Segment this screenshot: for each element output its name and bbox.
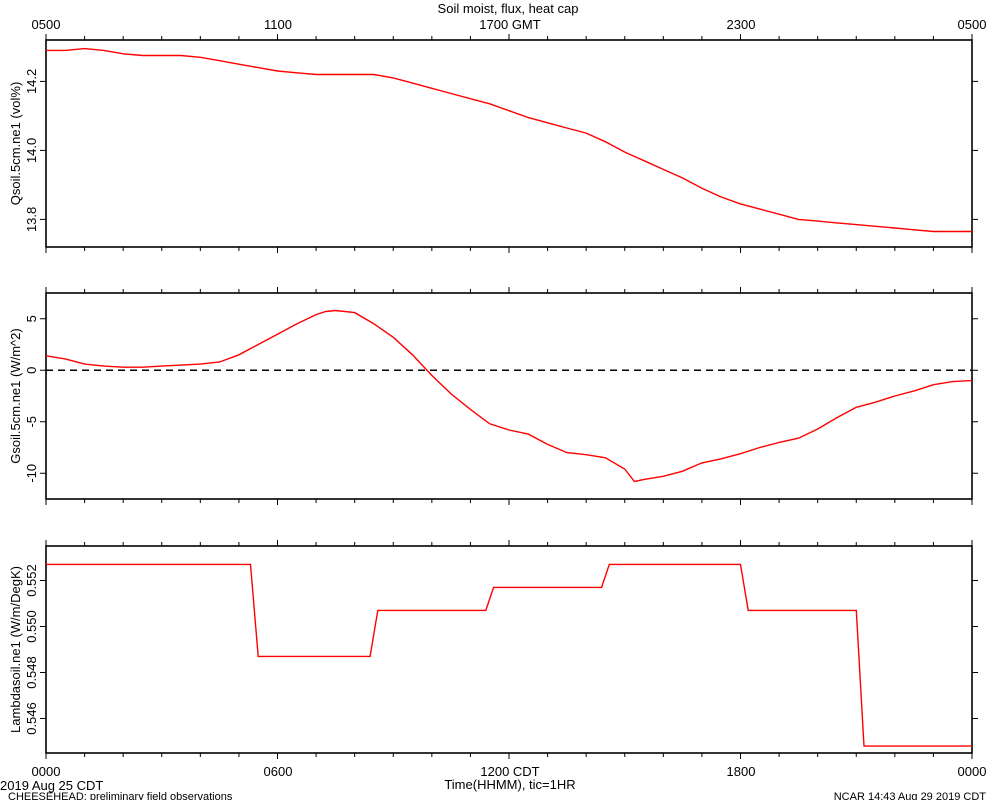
bottom-tick-label-3: 1800	[727, 764, 756, 779]
lambda-soil-y-axis-label: Lambdasoil.ne1 (W/m/DegK)	[8, 566, 23, 733]
project-label: CHEESEHEAD: preliminary field observatio…	[8, 791, 233, 800]
soil-heat-flux-series-line-0	[45, 309, 973, 483]
soil-heat-flux-y-tick-label-0: -10	[24, 464, 39, 483]
soil-heat-flux-y-axis-label: Gsoil.5cm.ne1 (W/m^2)	[8, 328, 23, 463]
top-tick-label-4: 0500	[958, 17, 987, 32]
soil-heat-flux-y-tick-label-3: 5	[24, 315, 39, 322]
lambda-soil-y-tick-label-1: 0.548	[24, 656, 39, 689]
soil-moisture-y-tick-label-1: 14.0	[24, 138, 39, 163]
bottom-tick-label-2: 1200 CDT	[480, 764, 539, 779]
top-tick-label-2: 1700 GMT	[479, 17, 540, 32]
bottom-time-axis: 0000 0600 1200 CDT 1800 0000 2019 Aug 25…	[0, 764, 986, 800]
lambda-soil-y-tick-label-2: 0.550	[24, 610, 39, 643]
x-axis-label: Time(HHMM), tic=1HR	[444, 777, 575, 792]
top-tick-label-0: 0500	[32, 17, 61, 32]
top-tick-label-3: 2300	[727, 17, 756, 32]
soil-moisture-plot-frame	[45, 39, 973, 248]
soil-moisture-y-axis-label: Qsoil.5cm.ne1 (vol%)	[8, 82, 23, 206]
top-tick-label-1: 1100	[264, 17, 292, 32]
timestamp-label: NCAR 14:43 Aug 29 2019 CDT	[834, 791, 987, 800]
soil-moisture-series-line-0	[46, 47, 972, 233]
soil-heat-flux-plot-frame	[45, 292, 973, 500]
lambda-soil-series-line-0	[46, 563, 972, 747]
bottom-tick-label-0: 0000	[32, 764, 61, 779]
lambda-soil-y-tick-label-3: 0.552	[24, 564, 39, 597]
chart-title: Soil moist, flux, heat cap	[438, 1, 579, 16]
bottom-tick-label-1: 0600	[264, 764, 293, 779]
lambda-soil-plot-frame	[45, 545, 973, 754]
soil-heat-flux-y-tick-label-2: 0	[24, 367, 39, 374]
top-time-axis: 0500 1100 1700 GMT 2300 0500	[32, 17, 987, 32]
soil-moisture-y-tick-label-0: 13.8	[24, 207, 39, 232]
soil-moisture-y-tick-label-2: 14.2	[24, 69, 39, 94]
date-label: 2019 Aug 25 CDT	[0, 778, 103, 793]
soil-heat-flux-y-tick-label-1: -5	[24, 416, 39, 428]
bottom-tick-label-4: 0000	[958, 764, 987, 779]
lambda-soil-y-tick-label-0: 0.546	[24, 702, 39, 735]
